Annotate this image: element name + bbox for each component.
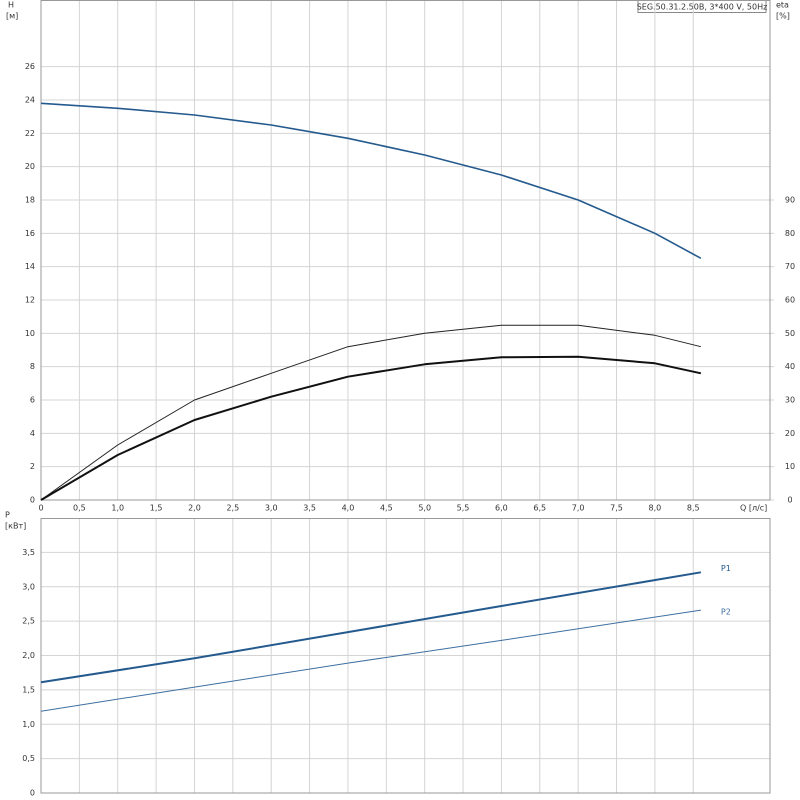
x-tick-label: 6,0 xyxy=(495,504,508,513)
y-tick-label: 8 xyxy=(30,362,35,371)
y-tick-label: 4 xyxy=(30,429,35,438)
y-tick-label: 24 xyxy=(25,96,35,105)
y-tick-label: 2,5 xyxy=(22,617,35,626)
y-tick-label: 20 xyxy=(25,162,35,171)
y-axis-unit: [кВт] xyxy=(5,522,26,531)
y-tick-label: 1,5 xyxy=(22,685,35,694)
y-tick-label: 10 xyxy=(25,329,35,338)
x-tick-label: 0 xyxy=(38,504,43,513)
y2-tick-label: 40 xyxy=(785,362,795,371)
x-tick-label: 5,0 xyxy=(418,504,431,513)
y2-tick-label: 90 xyxy=(785,196,795,205)
y-tick-label: 2 xyxy=(30,462,35,471)
x-axis-label: Q [л/с] xyxy=(740,504,767,513)
y-axis-label: P xyxy=(5,511,10,520)
x-tick-label: 3,0 xyxy=(265,504,278,513)
x-tick-label: 1,5 xyxy=(150,504,163,513)
y-tick-label: 1,0 xyxy=(22,720,35,729)
y-tick-label: 26 xyxy=(25,62,35,71)
y-tick-label: 3,5 xyxy=(22,548,35,557)
series-line xyxy=(40,324,702,501)
y-tick-label: 18 xyxy=(25,196,35,205)
y2-axis-unit: [%] xyxy=(776,12,790,21)
y2-tick-label: 50 xyxy=(785,329,795,338)
y2-tick-label: 80 xyxy=(785,229,795,238)
y-tick-label: 16 xyxy=(25,229,35,238)
y2-tick-label: 60 xyxy=(785,296,795,305)
x-tick-label: 2,5 xyxy=(226,504,239,513)
series-line xyxy=(40,355,702,501)
series-label: P2 xyxy=(721,608,731,617)
y-axis-unit: [м] xyxy=(6,12,18,21)
y-axis-label: H xyxy=(8,1,14,10)
y2-tick-label: 0 xyxy=(787,496,792,505)
y2-tick-label: 20 xyxy=(785,429,795,438)
y2-tick-label: 70 xyxy=(785,262,795,271)
x-tick-label: 3,5 xyxy=(303,504,316,513)
x-tick-label: 4,5 xyxy=(380,504,393,513)
y-tick-label: 0 xyxy=(30,496,35,505)
y-tick-label: 22 xyxy=(25,129,35,138)
x-tick-label: 4,0 xyxy=(342,504,355,513)
y2-tick-label: 10 xyxy=(785,462,795,471)
y-tick-label: 3,0 xyxy=(22,582,35,591)
y-tick-label: 12 xyxy=(25,296,35,305)
y-tick-label: 0,5 xyxy=(22,754,35,763)
x-tick-label: 6,5 xyxy=(533,504,546,513)
y-tick-label: 6 xyxy=(30,396,35,405)
x-tick-label: 2,0 xyxy=(188,504,201,513)
x-tick-label: 5,5 xyxy=(457,504,470,513)
series-line xyxy=(40,571,702,684)
x-tick-label: 7,0 xyxy=(572,504,585,513)
x-tick-label: 0,5 xyxy=(73,504,86,513)
series-label: P1 xyxy=(721,564,731,573)
chart-title: SEG.50.31.2.50B, 3*400 V, 50Hz xyxy=(637,3,768,12)
plot-frame xyxy=(40,518,771,794)
x-tick-label: 8,5 xyxy=(687,504,700,513)
x-tick-label: 1,0 xyxy=(111,504,124,513)
series-line xyxy=(40,102,702,260)
series-line xyxy=(40,609,701,712)
x-tick-label: 8,0 xyxy=(649,504,662,513)
y-tick-label: 0 xyxy=(30,789,35,798)
y-tick-label: 2,0 xyxy=(22,651,35,660)
plot-frame xyxy=(40,0,771,501)
y-tick-label: 14 xyxy=(25,262,35,271)
y2-axis-label: eta xyxy=(776,1,789,10)
y2-tick-label: 30 xyxy=(785,396,795,405)
x-tick-label: 7,5 xyxy=(610,504,623,513)
